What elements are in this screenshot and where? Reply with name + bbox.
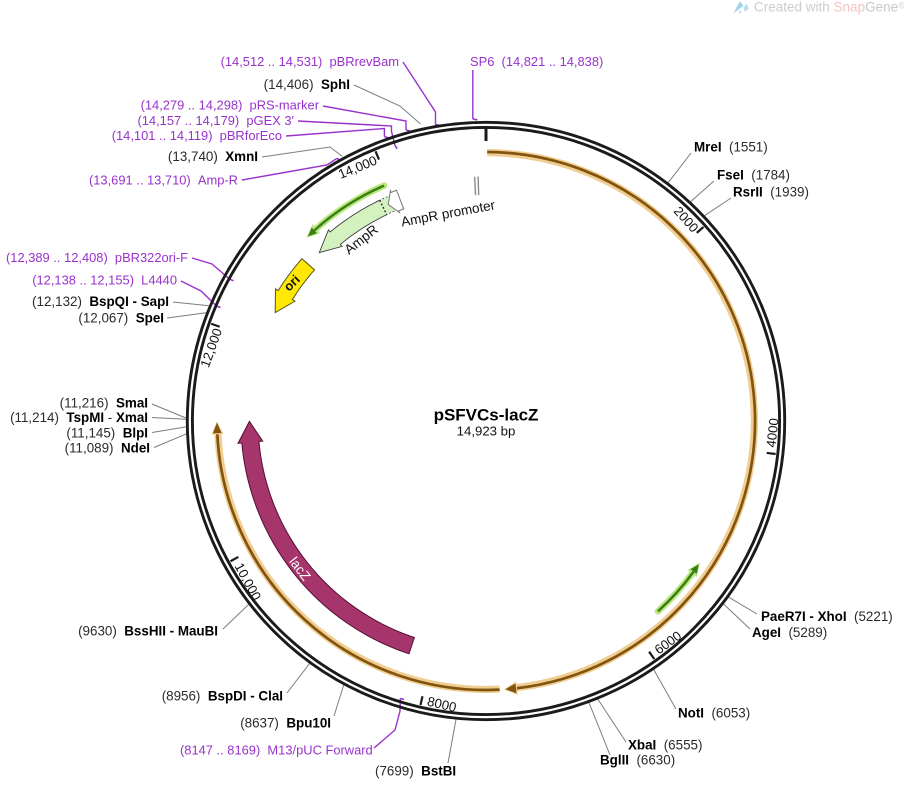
svg-text:MreI (1551): MreI (1551) [694, 140, 768, 155]
svg-text:NotI (6053): NotI (6053) [678, 706, 750, 721]
svg-text:(12,132) BspQI - SapI: (12,132) BspQI - SapI [32, 294, 169, 309]
svg-text:(11,216) SmaI: (11,216) SmaI [60, 396, 148, 411]
svg-text:XbaI (6555): XbaI (6555) [628, 738, 702, 753]
svg-text:(8637) Bpu10I: (8637) Bpu10I [240, 716, 331, 731]
svg-text:(14,157 .. 14,179) pGEX 3': (14,157 .. 14,179) pGEX 3' [137, 113, 294, 128]
svg-text:(8956) BspDI - ClaI: (8956) BspDI - ClaI [162, 689, 283, 704]
svg-text:FseI (1784): FseI (1784) [717, 168, 790, 183]
svg-text:AmpR promoter: AmpR promoter [400, 197, 497, 229]
svg-text:(9630) BssHII - MauBI: (9630) BssHII - MauBI [78, 624, 218, 639]
svg-text:(12,067) SpeI: (12,067) SpeI [78, 311, 164, 326]
svg-text:(14,406) SphI: (14,406) SphI [264, 77, 350, 92]
svg-text:8000: 8000 [426, 694, 458, 715]
svg-text:(13,691 .. 13,710) Amp-R: (13,691 .. 13,710) Amp-R [89, 173, 238, 188]
svg-text:AgeI (5289): AgeI (5289) [752, 625, 827, 640]
svg-text:(14,101 .. 14,119) pBRforEco: (14,101 .. 14,119) pBRforEco [112, 128, 282, 143]
svg-text:(8147 .. 8169) M13/pUC Forwar: (8147 .. 8169) M13/pUC Forward [180, 743, 373, 758]
svg-text:(13,740) XmnI: (13,740) XmnI [168, 149, 258, 164]
svg-text:RsrII (1939): RsrII (1939) [733, 185, 809, 200]
svg-text:SP6 (14,821 .. 14,838): SP6 (14,821 .. 14,838) [470, 54, 603, 69]
svg-text:BglII (6630): BglII (6630) [600, 753, 675, 768]
svg-text:(12,389 .. 12,408) pBR322ori-: (12,389 .. 12,408) pBR322ori-F [6, 250, 188, 265]
svg-text:(12,138 .. 12,155) L4440: (12,138 .. 12,155) L4440 [32, 273, 177, 288]
svg-text:(7699) BstBI: (7699) BstBI [375, 764, 456, 779]
svg-text:(11,145) BlpI: (11,145) BlpI [66, 426, 148, 441]
svg-text:PaeR7I - XhoI (5221): PaeR7I - XhoI (5221) [761, 609, 893, 624]
svg-text:14,923 bp: 14,923 bp [457, 424, 516, 439]
svg-text:Created with SnapGene®: Created with SnapGene® [754, 0, 904, 15]
svg-text:pSFVCs-lacZ: pSFVCs-lacZ [434, 406, 539, 425]
svg-text:4000: 4000 [763, 417, 781, 448]
svg-text:(14,279 .. 14,298) pRS-marker: (14,279 .. 14,298) pRS-marker [141, 98, 320, 113]
svg-text:(11,214) TspMI - XmaI: (11,214) TspMI - XmaI [10, 410, 148, 425]
svg-text:(11,089) NdeI: (11,089) NdeI [65, 441, 150, 456]
svg-text:(14,512 .. 14,531) pBRrevBam: (14,512 .. 14,531) pBRrevBam [221, 54, 399, 69]
